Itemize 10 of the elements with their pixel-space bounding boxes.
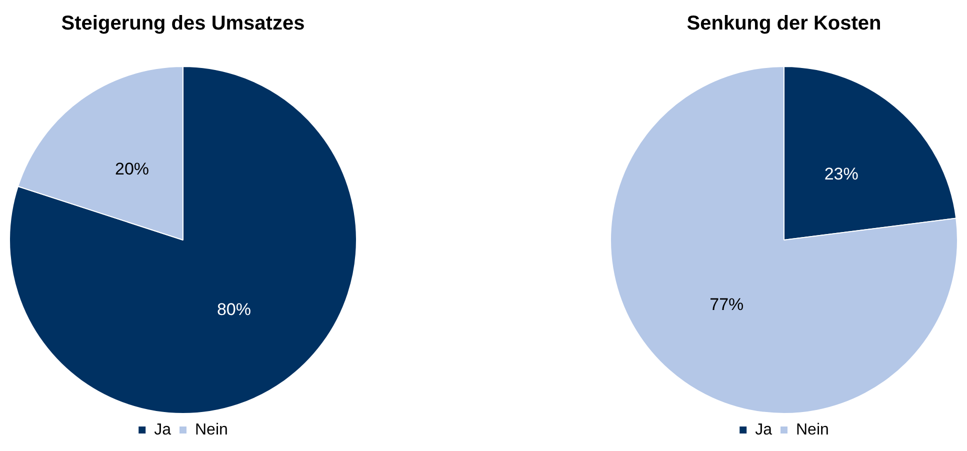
data-label: 80% — [216, 300, 252, 319]
legend-label: Ja — [755, 421, 772, 438]
legend-label: Nein — [796, 421, 829, 438]
data-label: 77% — [710, 294, 744, 314]
legend-label: Ja — [154, 421, 172, 438]
chart-title: Senkung der Kosten — [686, 12, 882, 35]
chart-title: Steigerung des Umsatzes — [61, 12, 305, 35]
data-label: 23% — [824, 164, 858, 184]
data-label: 20% — [114, 160, 150, 179]
legend-label: Nein — [194, 421, 228, 438]
